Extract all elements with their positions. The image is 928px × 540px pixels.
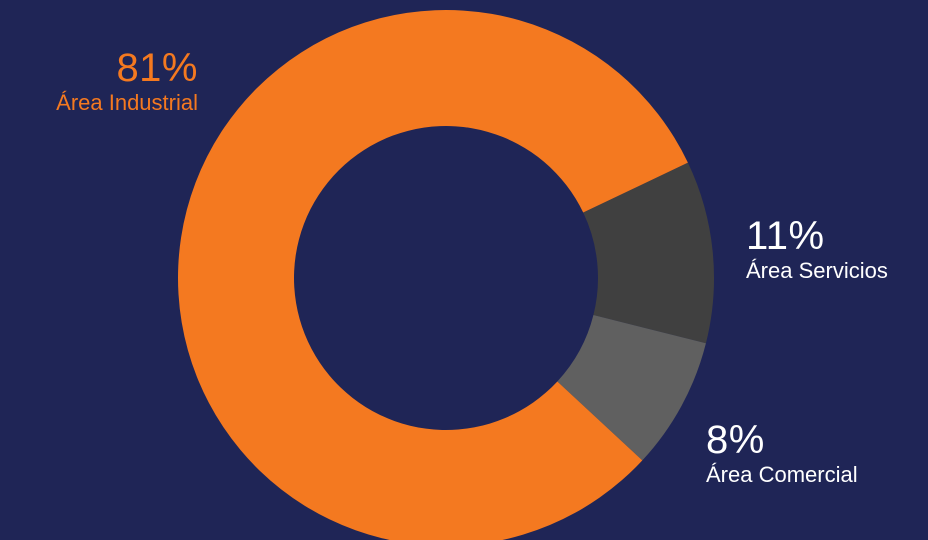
slice-category-comercial: Área Comercial	[706, 462, 858, 487]
slice-value-servicios: 11%	[746, 214, 825, 258]
donut-slices	[177, 10, 714, 540]
slice-category-industrial: Área Industrial	[56, 90, 198, 115]
donut-slice-servicios	[583, 162, 714, 344]
slice-label-industrial: 81% Área Industrial	[56, 48, 198, 114]
donut-slice-industrial	[177, 10, 688, 540]
slice-category-servicios: Área Servicios	[746, 258, 888, 283]
slice-value-comercial: 8%	[706, 418, 765, 462]
donut-slice-comercial	[557, 315, 706, 461]
slice-label-comercial: 8% Área Comercial	[706, 420, 858, 486]
slice-value-industrial: 81%	[116, 46, 198, 90]
slice-label-servicios: 11% Área Servicios	[746, 216, 888, 282]
